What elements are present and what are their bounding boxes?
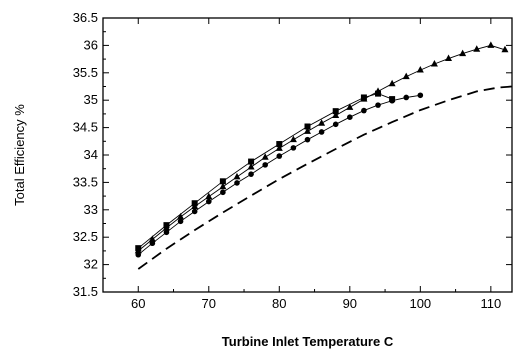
x-tick-label: 90 <box>343 296 357 311</box>
data-point-triangle <box>219 182 227 190</box>
data-point-triangle <box>416 66 424 73</box>
data-point-circle <box>403 94 410 101</box>
data-point-square <box>332 108 339 115</box>
data-point-triangle <box>374 87 382 94</box>
data-point-triangle <box>177 212 185 220</box>
y-tick-label: 32 <box>84 257 98 272</box>
data-point-triangle <box>191 202 199 210</box>
x-tick-label: 60 <box>131 296 145 311</box>
y-axis-title: Total Efficiency % <box>12 104 27 206</box>
data-point-triangle <box>501 45 509 53</box>
x-axis-ticks: 60 70 80 90 100 110 <box>102 18 501 311</box>
series-4 <box>137 85 513 270</box>
y-tick-label: 33 <box>84 202 98 217</box>
data-point-circle <box>262 162 268 168</box>
data-point-square <box>276 141 283 148</box>
y-tick-label: 34.5 <box>73 120 98 135</box>
data-point-circle <box>290 145 297 151</box>
data-point-circle <box>276 153 283 159</box>
data-point-square <box>219 178 226 185</box>
data-point-circle <box>163 229 170 236</box>
series-layer <box>134 41 513 270</box>
data-point-triangle <box>247 163 255 170</box>
y-tick-label: 34 <box>84 147 98 162</box>
data-point-circle <box>318 129 325 135</box>
data-point-circle <box>248 171 254 177</box>
data-point-circle <box>389 97 395 104</box>
data-point-triangle <box>289 135 297 143</box>
data-point-triangle <box>275 144 283 151</box>
data-point-circle <box>177 218 184 225</box>
y-tick-label: 32.5 <box>73 229 98 244</box>
data-point-circle <box>149 240 156 247</box>
data-point-triangle <box>360 95 368 102</box>
data-point-circle <box>205 198 212 205</box>
data-point-circle <box>375 102 381 108</box>
data-point-triangle <box>388 79 396 87</box>
data-point-triangle <box>332 111 340 119</box>
data-point-triangle <box>233 172 241 180</box>
data-point-circle <box>234 180 240 186</box>
data-point-triangle <box>487 41 495 48</box>
series-line <box>137 85 513 270</box>
x-tick-label: 70 <box>202 296 216 311</box>
data-point-triangle <box>430 60 438 67</box>
data-point-circle <box>135 251 142 258</box>
data-point-circle <box>304 136 311 143</box>
data-point-triangle <box>304 127 311 134</box>
data-point-triangle <box>134 246 142 254</box>
data-point-circle <box>332 121 339 128</box>
series-line <box>138 44 506 252</box>
data-point-triangle <box>148 235 156 242</box>
y-tick-label: 33.5 <box>73 174 98 189</box>
data-point-circle <box>191 208 198 215</box>
data-point-triangle <box>402 72 410 80</box>
series-3 <box>135 92 424 258</box>
data-point-square <box>304 123 311 130</box>
x-axis-title: Turbine Inlet Temperature C <box>222 334 394 349</box>
x-tick-label: 110 <box>480 296 501 311</box>
y-tick-label: 35 <box>84 92 98 107</box>
data-point-triangle <box>205 192 213 200</box>
data-point-triangle <box>445 54 453 62</box>
data-point-triangle <box>473 45 481 52</box>
data-point-circle <box>417 92 424 99</box>
y-tick-label: 35.5 <box>73 65 98 80</box>
x-tick-label: 80 <box>272 296 286 311</box>
y-tick-label: 36 <box>84 37 98 52</box>
data-point-circle <box>220 189 226 196</box>
data-point-triangle <box>459 49 467 57</box>
y-tick-label: 36.5 <box>73 10 98 25</box>
y-axis-ticks: 31.5 32 32.5 33 33.5 34 34.5 35 35.5 36 36.5 <box>73 10 512 299</box>
data-point-triangle <box>162 223 170 231</box>
x-tick-label: 100 <box>409 296 431 311</box>
data-point-triangle <box>261 153 269 160</box>
data-point-circle <box>347 114 353 120</box>
data-point-circle <box>361 107 367 114</box>
series-line <box>138 94 421 256</box>
series-2 <box>134 41 509 254</box>
data-point-square <box>248 158 255 165</box>
data-point-triangle <box>346 103 354 110</box>
y-tick-label: 31.5 <box>73 284 98 299</box>
data-point-triangle <box>318 119 326 126</box>
